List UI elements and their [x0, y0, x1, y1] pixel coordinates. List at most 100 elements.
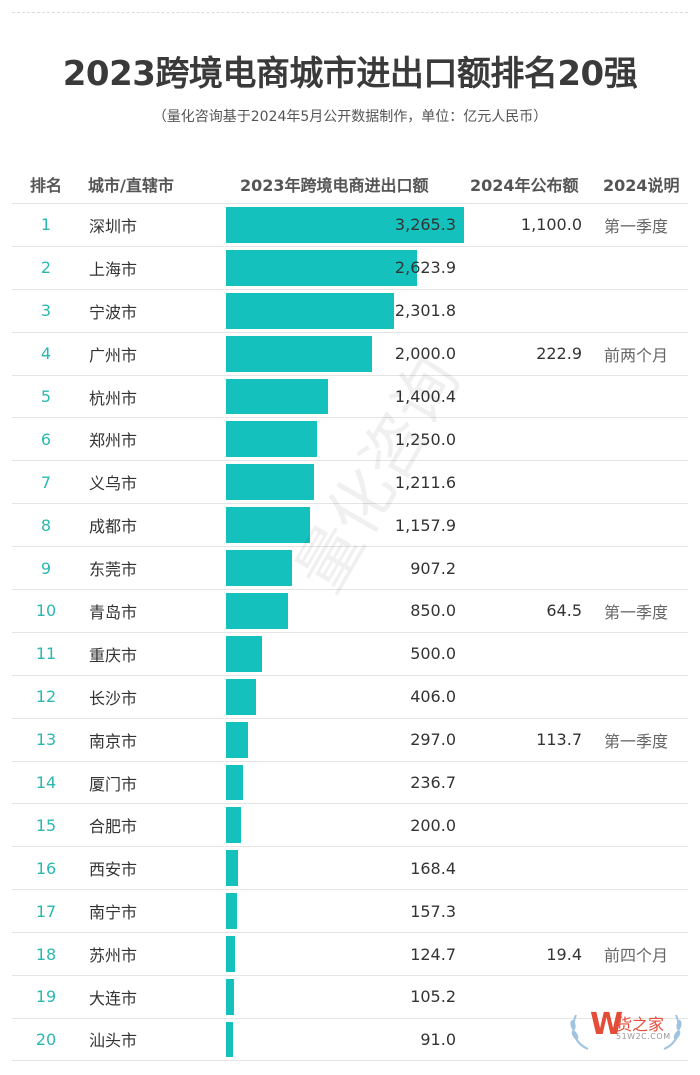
published-cell [482, 804, 582, 846]
logo-letter: W [590, 1007, 624, 1042]
bar-track [226, 376, 464, 418]
logo-url: 51W2C.COM [616, 1032, 671, 1041]
table-row: 7 义乌市 1,211.6 [12, 460, 688, 503]
published-cell [482, 890, 582, 932]
city-cell: 宁波市 [89, 302, 138, 322]
bar-track [226, 676, 464, 718]
rank-cell: 9 [40, 558, 52, 578]
table-row: 1 深圳市 3,265.3 1,100.0 第一季度 [12, 203, 688, 246]
published-cell: 64.5 [546, 601, 582, 621]
bar-track [226, 804, 464, 846]
value-bar [226, 807, 241, 844]
note-cell: 前两个月 [604, 345, 669, 365]
published-cell [482, 676, 582, 718]
header-city: 城市/直辖市 [88, 176, 174, 195]
rank-cell: 18 [35, 944, 57, 964]
note-cell: 第一季度 [604, 731, 669, 751]
table-row: 17 南宁市 157.3 [12, 889, 688, 932]
city-cell: 郑州市 [89, 431, 138, 451]
top-divider [12, 12, 688, 13]
value-bar [226, 421, 318, 458]
table-row: 16 西安市 168.4 [12, 846, 688, 889]
value-bar [226, 593, 288, 629]
rank-cell: 17 [35, 901, 57, 921]
value-label: 1,211.6 [394, 472, 456, 492]
city-cell: 长沙市 [89, 688, 138, 708]
value-label: 236.7 [410, 773, 456, 793]
bar-track [226, 461, 464, 503]
rank-cell: 1 [40, 215, 52, 235]
rank-cell: 13 [35, 730, 57, 750]
value-bar [226, 678, 256, 715]
table-row: 3 宁波市 2,301.8 [12, 288, 688, 332]
value-label: 105.2 [410, 987, 456, 1007]
published-cell: 1,100.0 [520, 215, 582, 235]
city-cell: 上海市 [89, 259, 138, 279]
table-row: 18 苏州市 124.7 19.4 前四个月 [12, 932, 688, 975]
city-cell: 苏州市 [89, 946, 138, 966]
table-row: 6 郑州市 1,250.0 [12, 417, 688, 460]
rank-cell: 8 [40, 515, 52, 535]
note-cell: 前四个月 [604, 946, 669, 966]
value-label: 907.2 [410, 558, 456, 578]
value-bar [226, 207, 464, 243]
published-cell [482, 290, 582, 332]
table-row: 11 重庆市 500.0 [12, 631, 688, 675]
bar-track [226, 247, 464, 289]
city-cell: 南京市 [89, 731, 138, 751]
rank-cell: 10 [35, 601, 57, 621]
table-row: 9 东莞市 907.2 [12, 546, 688, 589]
city-cell: 杭州市 [89, 388, 138, 408]
note-cell: 第一季度 [604, 602, 669, 622]
city-cell: 青岛市 [89, 602, 138, 622]
rank-cell: 19 [35, 987, 57, 1007]
value-bar [226, 893, 238, 930]
value-label: 1,157.9 [394, 515, 456, 535]
table-header: 排名 城市/直辖市 2023年跨境电商进出口额 2024年公布额 2024说明 [0, 168, 700, 196]
bar-track [226, 504, 464, 546]
published-cell [482, 376, 582, 418]
value-label: 406.0 [410, 687, 456, 707]
header-published: 2024年公布额 [470, 176, 579, 195]
published-cell [482, 762, 582, 804]
table-row: 12 长沙市 406.0 [12, 674, 688, 718]
value-label: 124.7 [410, 944, 456, 964]
published-cell [482, 461, 582, 503]
value-label: 2,000.0 [394, 344, 456, 364]
bar-track [226, 418, 464, 460]
bar-track [226, 976, 464, 1018]
value-label: 500.0 [410, 644, 456, 664]
value-bar [226, 635, 263, 672]
header-note: 2024说明 [603, 176, 680, 195]
value-bar [226, 335, 372, 372]
value-bar [226, 721, 248, 758]
published-cell: 222.9 [536, 344, 582, 364]
bar-track [226, 333, 464, 375]
published-cell [482, 418, 582, 460]
published-cell [482, 633, 582, 675]
value-bar [226, 850, 239, 887]
published-cell [482, 504, 582, 546]
value-bar [226, 1021, 233, 1057]
city-cell: 南宁市 [89, 903, 138, 923]
rank-cell: 16 [35, 858, 57, 878]
table-row: 14 厦门市 236.7 [12, 760, 688, 804]
bar-track [226, 762, 464, 804]
table-row: 2 上海市 2,623.9 [12, 245, 688, 289]
city-cell: 成都市 [89, 517, 138, 537]
value-bar [226, 550, 293, 587]
city-cell: 东莞市 [89, 560, 138, 580]
table-row: 20 汕头市 91.0 [12, 1017, 688, 1061]
value-label: 168.4 [410, 858, 456, 878]
city-cell: 合肥市 [89, 817, 138, 837]
value-label: 2,301.8 [394, 301, 456, 321]
bar-track [226, 633, 464, 675]
note-cell: 第一季度 [604, 216, 669, 236]
bar-track [226, 1019, 464, 1060]
value-label: 200.0 [410, 815, 456, 835]
bar-track [226, 847, 464, 889]
table-row: 4 广州市 2,000.0 222.9 前两个月 [12, 331, 688, 375]
table-row: 8 成都市 1,157.9 [12, 503, 688, 546]
rank-cell: 3 [40, 301, 52, 321]
value-bar [226, 764, 244, 801]
